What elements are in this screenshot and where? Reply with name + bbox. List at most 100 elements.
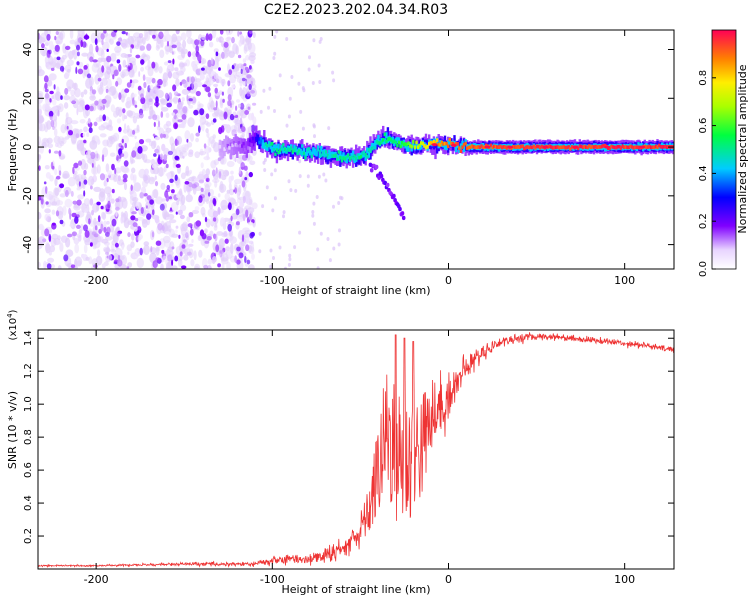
snr-series-line [38,332,674,568]
noise-halo [74,256,83,267]
noise-blob [241,180,246,188]
ridge-mark [405,142,409,147]
noise-halo [62,173,68,179]
ridge-mark [412,141,415,148]
ridge-mark [466,146,469,151]
ridge-mark [462,138,466,148]
ridge-mark [263,137,266,147]
noise-blob [192,96,197,104]
sparse-dot [316,247,320,252]
noise-halo [160,182,166,190]
noise-halo [171,265,178,269]
ridge-mark [626,145,629,150]
ridge-peak [639,145,646,149]
ridge-mark [240,144,244,148]
noise-halo [128,110,136,119]
noise-blob [90,185,93,190]
ridge-mark [263,145,266,149]
noise-blob [236,259,241,265]
sparse-dot [332,246,336,251]
ridge-mark [293,144,296,151]
noise-blob [131,211,137,215]
snr-x-label: Height of straight line (km) [281,583,430,596]
ridge-mark [604,143,607,148]
noise-halo [63,102,69,109]
noise-blob [134,135,137,140]
ridge-mark [342,156,345,160]
noise-blob [175,163,181,168]
noise-blob [235,105,238,111]
noise-halo [91,63,100,73]
noise-halo [131,233,135,241]
noise-blob [202,196,206,204]
ridge-mark [326,155,329,165]
noise-halo [88,76,94,87]
noise-halo [209,41,214,48]
noise-blob [55,142,59,148]
ridge-mark [307,147,310,151]
noise-blob [230,215,233,222]
noise-blob [96,139,101,145]
ridge-mark [405,145,409,152]
noise-blob [158,31,164,40]
noise-halo [205,198,210,205]
noise-blob [193,109,199,116]
noise-blob [165,194,170,202]
noise-blob [250,89,256,94]
noise-blob [206,265,212,269]
noise-blob [200,39,205,47]
noise-blob [157,120,161,128]
noise-blob [97,215,101,223]
ridge-mark [553,145,556,150]
ridge-mark [286,147,290,152]
noise-blob [81,253,85,259]
noise-blob [68,130,73,136]
noise-halo [214,223,218,228]
ridge-mark [447,144,450,149]
ridge-mark [370,142,374,149]
noise-blob [214,87,218,94]
noise-halo [57,103,64,113]
noise-halo [185,194,193,203]
noise-blob [59,65,65,72]
noise-halo [239,78,243,87]
noise-halo [228,188,235,196]
ridge-mark [274,144,277,151]
noise-blob [133,93,137,98]
noise-halo [194,78,202,83]
ridge-mark [461,140,464,147]
noise-blob [93,121,98,127]
noise-blob [215,51,219,57]
noise-blob [187,76,190,83]
noise-halo [155,196,163,205]
noise-halo [169,219,177,224]
noise-blob [181,114,187,120]
noise-halo [55,91,62,102]
noise-blob [88,127,93,134]
noise-halo [235,45,239,55]
ridge-mark [358,156,361,160]
ridge-mark [348,149,352,159]
noise-halo [44,208,51,214]
noise-halo [99,188,105,198]
noise-halo [42,141,47,148]
x-tick-label: -100 [260,573,285,586]
ridge-mark [415,144,418,154]
sparse-dot [299,109,303,114]
ridge-mark [592,145,596,149]
ridge-mark [535,144,539,149]
ridge-mark [410,134,413,152]
noise-blob [179,71,185,76]
noise-blob [248,30,253,34]
noise-blob [70,190,74,197]
noise-blob [154,148,160,154]
ridge-mark [296,151,299,155]
noise-blob [72,200,78,205]
colorbar-tick-label: 0.6 [698,118,709,134]
noise-blob [241,234,245,243]
sparse-dot [298,174,302,179]
ridge-mark [415,142,418,149]
noise-blob [201,34,206,41]
noise-blob [139,45,145,51]
noise-blob [206,236,212,241]
